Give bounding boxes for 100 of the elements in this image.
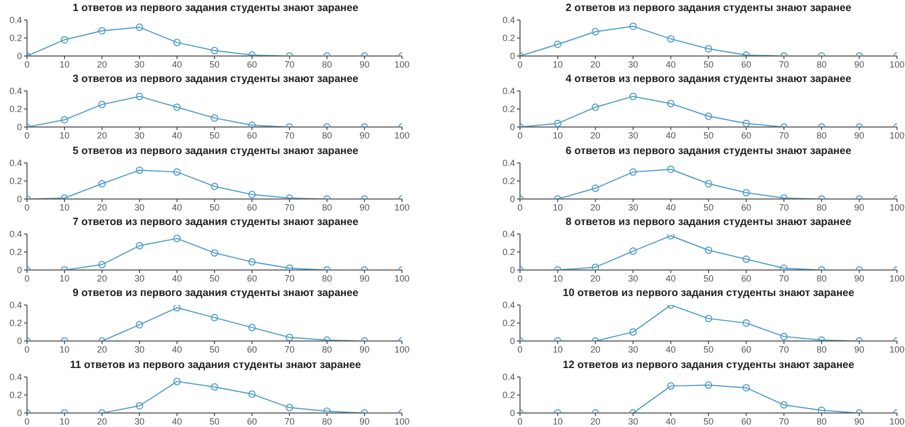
x-tick-label: 80 <box>322 273 332 284</box>
y-tick-label: 0.2 <box>502 104 515 114</box>
point <box>136 242 144 250</box>
x-tick-label: 60 <box>246 273 258 284</box>
point <box>629 92 637 100</box>
x-tick-label: 70 <box>284 344 295 355</box>
point <box>742 319 750 327</box>
point <box>210 249 218 256</box>
x-tick-label: 50 <box>703 416 714 426</box>
y-tick-label: 0.4 <box>502 229 515 240</box>
x-tick-label: 70 <box>778 59 789 70</box>
point <box>173 234 181 242</box>
x-tick-label: 80 <box>816 273 827 284</box>
y-tick-label: 0.4 <box>9 229 22 240</box>
y-tick-label: 0 <box>16 265 22 276</box>
x-tick-label: 90 <box>359 130 370 141</box>
chart-title: 2 ответов из первого задания студенты знают заранее <box>564 2 852 14</box>
x-tick-label: 60 <box>246 344 258 355</box>
x-tick-label: 0 <box>24 416 30 426</box>
x-tick-label: 40 <box>666 59 676 70</box>
y-tick-label: 0.4 <box>9 372 22 382</box>
chart-title: 12 ответов из первого задания студенты знают заранее <box>562 358 856 370</box>
point <box>704 112 712 120</box>
x-tick-label: 10 <box>59 130 70 141</box>
y-tick-label: 0.2 <box>9 390 22 400</box>
point <box>60 36 68 44</box>
x-tick-label: 30 <box>134 202 145 212</box>
point <box>742 120 750 128</box>
x-tick-label: 50 <box>703 344 714 355</box>
x-tick-label: 20 <box>590 130 600 141</box>
x-tick-label: 20 <box>96 202 108 212</box>
chart-title: 9 ответов из первого задания студенты знают заранее <box>72 287 360 300</box>
y-tick-label: 0.2 <box>502 176 515 186</box>
x-tick-label: 80 <box>816 416 827 426</box>
x-tick-label: 20 <box>590 273 600 284</box>
chart-title: 11 ответов из первого задания студенты знают заранее <box>69 358 362 370</box>
x-tick-label: 100 <box>889 59 905 70</box>
x-tick-label: 20 <box>590 416 600 426</box>
x-tick-label: 10 <box>552 416 563 426</box>
x-tick-label: 80 <box>816 202 827 212</box>
x-tick-label: 60 <box>741 130 752 141</box>
x-tick-label: 80 <box>816 59 827 70</box>
point <box>136 24 144 31</box>
x-tick-label: 0 <box>517 202 523 212</box>
x-tick-label: 100 <box>394 130 410 141</box>
x-tick-label: 40 <box>172 273 182 284</box>
point <box>173 305 181 312</box>
x-tick-label: 40 <box>666 273 676 284</box>
y-tick-label: 0 <box>16 336 22 346</box>
x-tick-label: 10 <box>59 273 70 284</box>
x-tick-label: 100 <box>394 344 410 355</box>
y-tick-label: 0 <box>510 122 515 132</box>
point <box>98 260 106 268</box>
x-tick-label: 40 <box>666 416 676 426</box>
y-tick-label: 0.4 <box>502 300 515 310</box>
point <box>780 400 788 408</box>
x-tick-label: 0 <box>24 273 30 284</box>
y-tick-label: 0.2 <box>9 318 22 328</box>
x-tick-label: 70 <box>778 416 789 426</box>
x-tick-label: 40 <box>666 202 676 212</box>
x-tick-label: 80 <box>322 130 332 141</box>
x-tick-label: 70 <box>778 344 789 355</box>
y-tick-label: 0.2 <box>502 390 515 400</box>
point <box>173 104 181 112</box>
y-tick-label: 0.2 <box>502 318 515 328</box>
x-tick-label: 0 <box>517 130 523 141</box>
y-tick-label: 0.2 <box>502 247 515 258</box>
x-tick-label: 50 <box>703 273 714 284</box>
point <box>248 122 256 128</box>
chart-title: 6 ответов из первого задания студенты знают заранее <box>564 144 852 157</box>
x-tick-label: 70 <box>284 416 295 426</box>
x-tick-label: 10 <box>59 59 70 70</box>
x-tick-label: 70 <box>778 202 789 212</box>
x-tick-label: 0 <box>517 416 523 426</box>
x-tick-label: 90 <box>854 130 864 141</box>
x-tick-label: 80 <box>322 416 332 426</box>
x-tick-label: 70 <box>284 130 295 141</box>
x-tick-label: 90 <box>359 344 370 355</box>
x-tick-label: 50 <box>703 202 714 212</box>
chart-title: 10 ответов из первого задания студенты знают заранее <box>562 287 856 300</box>
chart-title: 7 ответов из первого задания студенты знают заранее <box>72 216 360 228</box>
point <box>818 406 826 412</box>
x-tick-label: 30 <box>628 273 638 284</box>
point <box>248 390 256 398</box>
x-tick-label: 0 <box>24 130 30 141</box>
point <box>554 40 562 48</box>
y-tick-label: 0.2 <box>9 104 22 114</box>
y-tick-label: 0 <box>510 336 515 346</box>
x-tick-label: 30 <box>134 130 145 141</box>
point <box>210 46 218 54</box>
x-tick-label: 100 <box>889 416 905 426</box>
point <box>667 234 674 240</box>
chart-title: 1 ответов из первого задания студенты знают заранее <box>72 2 360 14</box>
x-tick-label: 60 <box>246 130 258 141</box>
x-tick-label: 50 <box>209 344 220 355</box>
x-tick-label: 90 <box>854 273 864 284</box>
x-tick-label: 90 <box>854 416 864 426</box>
x-tick-label: 90 <box>854 202 864 212</box>
y-tick-label: 0.4 <box>502 86 515 96</box>
y-tick-label: 0.2 <box>9 247 22 258</box>
